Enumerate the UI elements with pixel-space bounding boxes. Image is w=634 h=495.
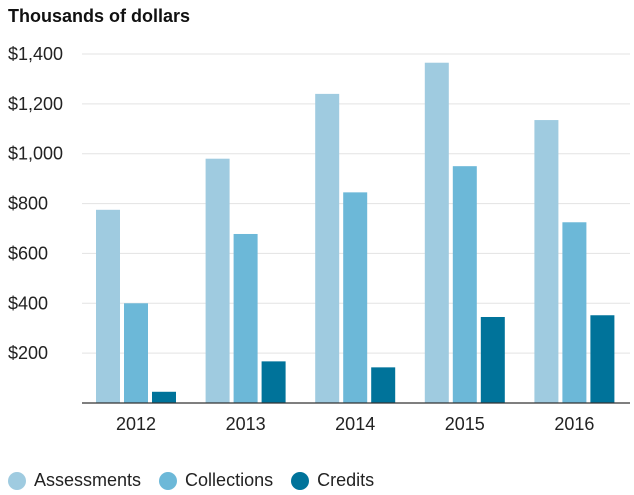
bar-assessments-2015	[424, 62, 449, 403]
legend-swatch-icon	[8, 471, 26, 490]
legend-item-collections: Collections	[159, 470, 273, 491]
bar-collections-2012	[124, 303, 148, 403]
legend-item-assessments: Assessments	[8, 470, 141, 491]
bar-credits-2016	[590, 315, 615, 403]
y-tick-label: $600	[8, 243, 48, 263]
y-tick-label: $1,000	[8, 144, 63, 164]
y-axis-tick-labels: $200 $400 $600 $800 $1,000 $1,200 $1,400	[8, 44, 63, 363]
y-tick-label: $1,200	[8, 94, 63, 114]
x-tick-label: 2013	[226, 414, 266, 434]
bar-collections-2014	[343, 192, 368, 403]
legend-label: Assessments	[34, 470, 142, 490]
bar-collections-2013	[233, 233, 258, 403]
bars	[96, 62, 615, 403]
legend-label: Collections	[185, 470, 274, 490]
chart-title: Thousands of dollars	[8, 6, 191, 26]
legend-item-credits: Credits	[291, 470, 374, 491]
bar-assessments-2013	[205, 158, 230, 403]
x-tick-label: 2015	[445, 414, 485, 434]
bar-credits-2014	[371, 367, 396, 403]
bar-credits-2013	[261, 361, 286, 403]
y-tick-label: $200	[8, 343, 48, 363]
bar-credits-2012	[152, 391, 176, 403]
bar-assessments-2012	[96, 209, 120, 403]
x-tick-label: 2012	[116, 414, 156, 434]
y-tick-label: $400	[8, 293, 48, 313]
bar-assessments-2014	[315, 93, 340, 403]
legend-label: Credits	[317, 470, 375, 490]
y-tick-label: $800	[8, 194, 48, 214]
bar-credits-2015	[480, 316, 505, 403]
legend-swatch-icon	[291, 471, 310, 490]
x-tick-label: 2014	[335, 414, 375, 434]
legend: Assessments Collections Credits	[8, 470, 392, 491]
bar-collections-2015	[452, 166, 477, 403]
y-tick-label: $1,400	[8, 44, 63, 64]
x-tick-label: 2016	[554, 414, 594, 434]
legend-swatch-icon	[159, 471, 178, 490]
bar-chart: $200$400$600$800$1,000$1,200$1,400 2012 2…	[8, 44, 630, 434]
bar-assessments-2016	[534, 120, 559, 403]
bar-collections-2016	[562, 222, 587, 403]
x-axis-tick-labels: 2012 2013 2014 2015 2016	[116, 414, 594, 434]
